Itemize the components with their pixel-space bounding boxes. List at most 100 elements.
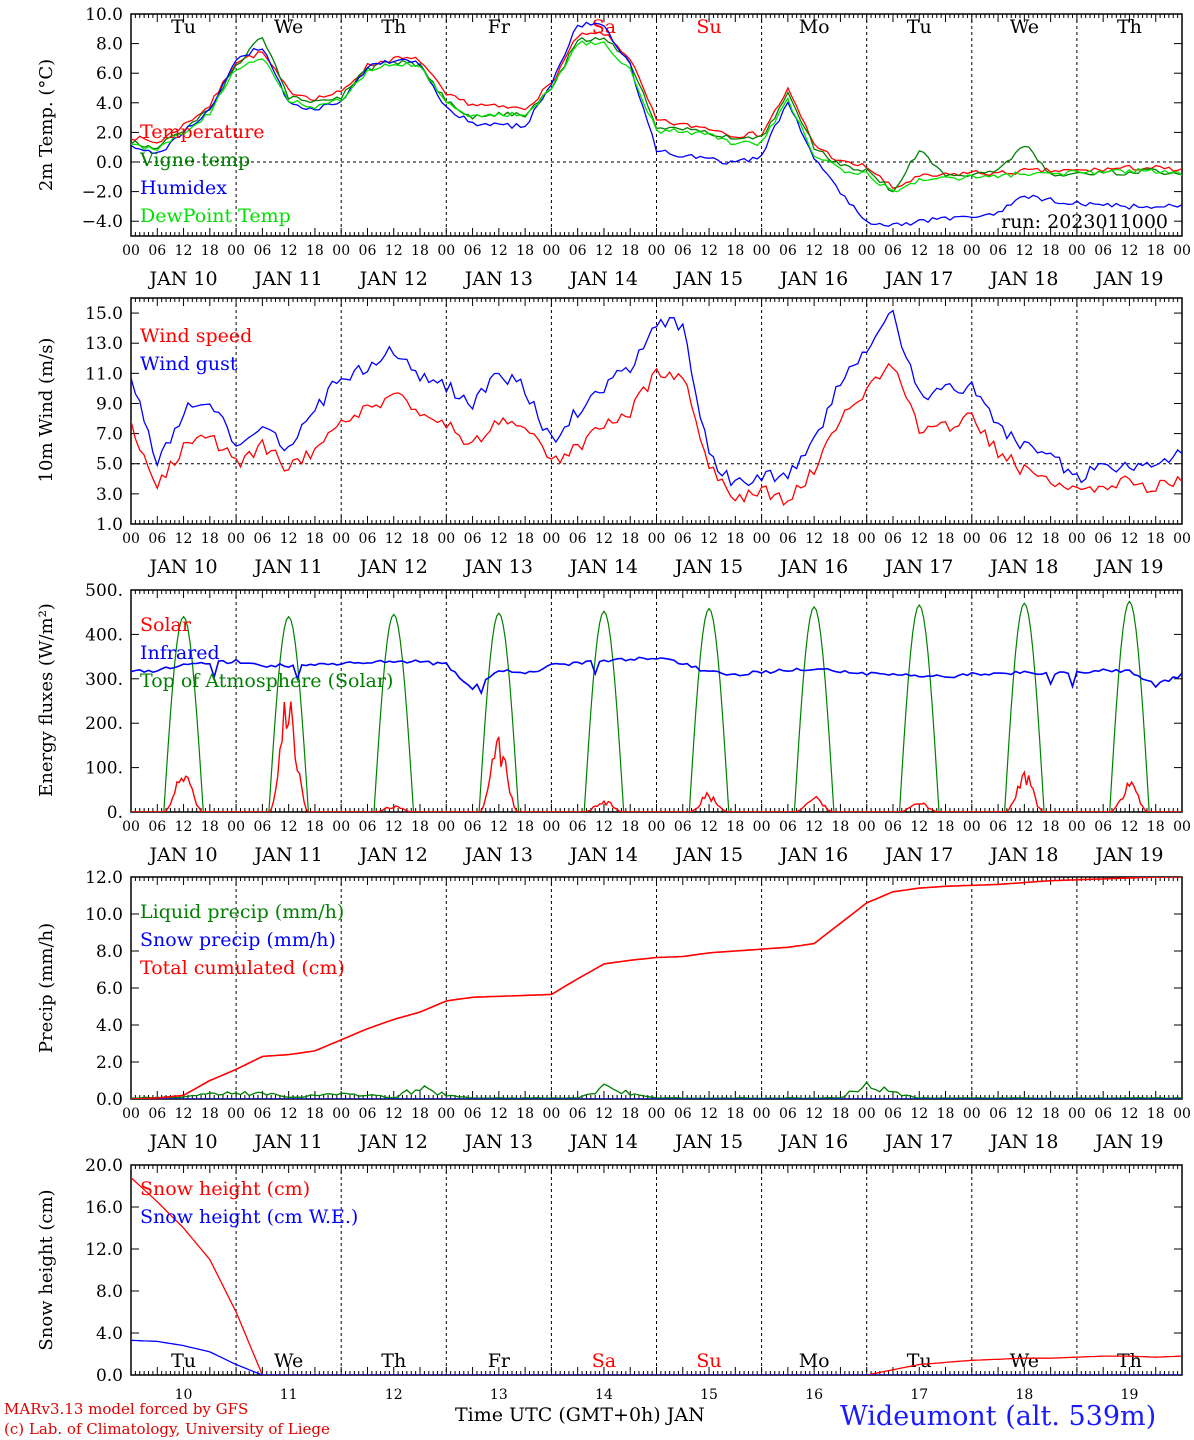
hour-tick-label: 06 [1094,819,1112,835]
hour-tick-label: 18 [937,243,955,259]
hour-tick-label: 18 [201,1106,219,1122]
panel-5: 20.0 16.0 12.0 8.0 4.0 0.0 Snow height (cm) 10 1… [36,1156,1183,1403]
hour-tick-label: 12 [1121,531,1139,547]
y-tick-label: 11.0 [85,364,123,384]
legend-entry: Wind speed [140,325,252,347]
hour-tick-label: 12 [175,819,193,835]
hour-tick-label: 12 [1121,243,1139,259]
hour-tick-label: 18 [726,819,744,835]
date-label: JAN 12 [358,844,428,866]
hour-tick-label: 06 [359,531,377,547]
hour-tick-label: 12 [910,531,928,547]
y-tick-label: 0.0 [96,153,123,173]
series-line-2 [131,309,1182,487]
hour-tick-label: 06 [253,819,271,835]
panel-2: 15.0 13.0 11.0 9.0 7.0 5.0 3.0 1.0 10m Wind (m/s… [36,297,1191,578]
hour-tick-label: 00 [542,243,560,259]
hour-tick-label: 18 [621,243,639,259]
hour-tick-label: 12 [490,819,508,835]
date-label: JAN 17 [883,556,953,578]
hour-tick-label: 06 [674,531,692,547]
y-tick-label: 8.0 [96,942,123,962]
y-tick-label: 0.0 [96,1090,123,1110]
date-label: JAN 11 [253,556,323,578]
hour-tick-label: 18 [937,1106,955,1122]
legend-entry: Liquid precip (mm/h) [140,901,344,923]
hour-tick-label: 12 [910,1106,928,1122]
hour-tick-label: 06 [1094,1106,1112,1122]
date-label: JAN 18 [988,556,1058,578]
series-line-infrared [131,656,1182,696]
y-tick-label: 10.0 [85,905,123,925]
hour-tick-label: 06 [253,243,271,259]
legend-entry: Snow height (cm) [140,1178,310,1200]
hour-tick-label: 06 [464,819,482,835]
date-label: JAN 13 [463,844,533,866]
series-group [131,1177,1182,1375]
day-number-label: 10 [175,1387,193,1403]
hour-tick-label: 18 [1042,531,1060,547]
hour-tick-label: 06 [464,1106,482,1122]
date-label: JAN 19 [1093,1131,1163,1153]
y-axis-title: 2m Temp. (°C) [36,59,57,191]
y-tick-label: 3.0 [96,485,123,505]
hour-tick-label: 06 [989,243,1007,259]
legend-entry: Total cumulated (cm) [140,957,345,979]
y-axis-title: Snow height (cm) [36,1189,57,1350]
hour-tick-label: 18 [832,243,850,259]
hour-tick-label: 18 [516,819,534,835]
hour-tick-label: 12 [385,243,403,259]
station-name: Wideumont (alt. 539m) [840,1401,1157,1432]
hour-tick-label: 12 [595,1106,613,1122]
hour-tick-label: 06 [989,531,1007,547]
day-number-label: 12 [385,1387,403,1403]
hour-tick-label: 00 [1173,531,1191,547]
date-label: JAN 15 [673,556,743,578]
weekday-label: Tu [171,1350,196,1372]
hour-tick-label: 18 [832,531,850,547]
y-tick-label: 6.0 [96,64,123,84]
legend-entry: Solar [140,614,192,636]
hour-tick-label: 12 [385,531,403,547]
date-label: JAN 12 [358,268,428,290]
legend-entry: DewPoint Temp [140,205,291,227]
date-label: JAN 17 [883,1131,953,1153]
series-group [131,877,1182,1099]
hour-tick-label: 00 [648,1106,666,1122]
hour-tick-label: 06 [989,819,1007,835]
hour-tick-label: 06 [253,531,271,547]
date-label: JAN 12 [358,556,428,578]
day-number-label: 17 [910,1387,928,1403]
hour-tick-label: 00 [1173,819,1191,835]
hour-tick-label: 06 [148,819,166,835]
hour-tick-label: 12 [700,1106,718,1122]
hour-tick-label: 12 [280,1106,298,1122]
y-tick-label: 400. [85,625,123,645]
hour-tick-label: 18 [1147,1106,1165,1122]
hour-tick-label: 12 [385,1106,403,1122]
y-axis-title: 10m Wind (m/s) [36,338,57,483]
y-tick-label: 5.0 [96,455,123,475]
weekday-label: Tu [171,16,196,38]
date-label: JAN 15 [673,268,743,290]
hour-tick-label: 06 [779,819,797,835]
panel-1: 10.0 8.0 6.0 4.0 2.0 0.0 −2.0 −4.0 2m Temp. (°C)… [36,5,1191,290]
day-number-label: 14 [595,1387,613,1403]
hour-tick-label: 00 [648,531,666,547]
hour-tick-label: 06 [569,1106,587,1122]
y-tick-label: 12.0 [85,868,123,888]
y-tick-label: 6.0 [96,979,123,999]
weekday-label: We [274,1350,303,1372]
hour-tick-label: 06 [464,243,482,259]
hour-tick-label: 00 [1068,819,1086,835]
y-tick-label: 8.0 [96,35,123,55]
hour-tick-label: 18 [516,1106,534,1122]
hour-tick-label: 00 [1068,531,1086,547]
hour-tick-label: 06 [359,819,377,835]
date-label: JAN 10 [147,844,217,866]
hour-tick-label: 06 [359,1106,377,1122]
weekday-label: We [1010,1350,1039,1372]
hour-tick-label: 12 [805,243,823,259]
panel-4: 12.0 10.0 8.0 6.0 4.0 2.0 0.0 Precip (mm/h) 00 06… [36,868,1191,1153]
hour-tick-label: 00 [753,819,771,835]
